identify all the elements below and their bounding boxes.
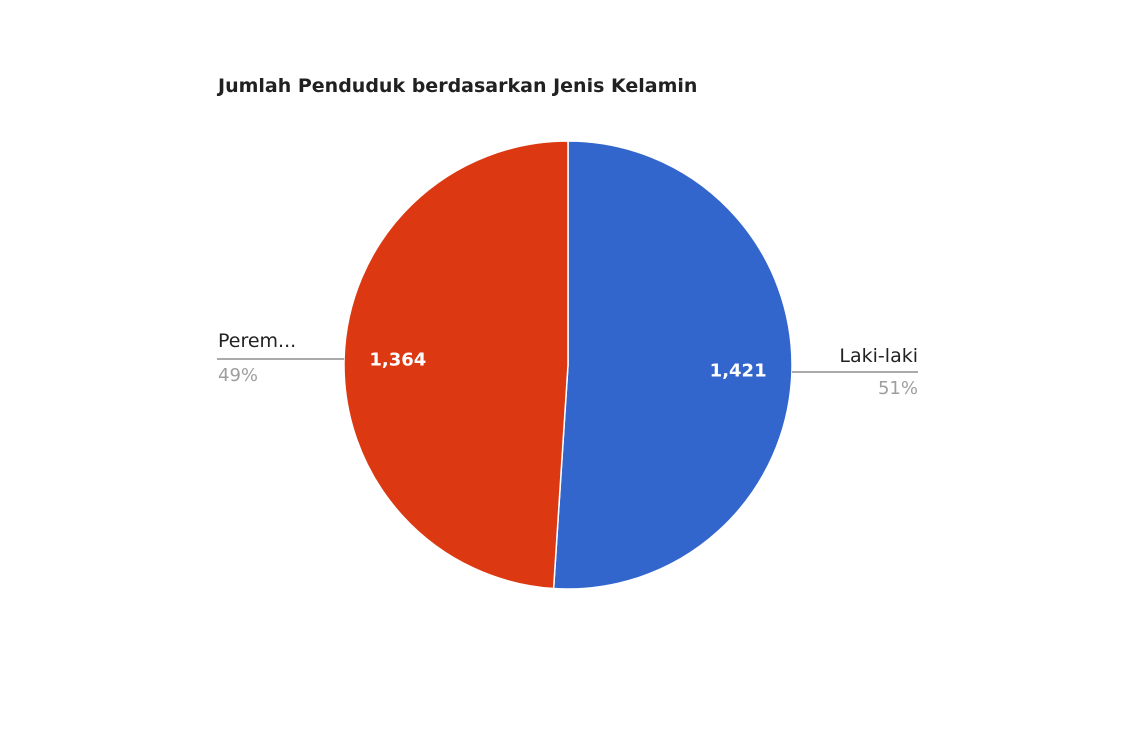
slice-value-label-perem: 1,364	[369, 350, 426, 371]
slice-name-label-perem: Perem...	[218, 330, 296, 352]
pie-slice-laki-laki	[552, 140, 793, 590]
slice-percent-label-laki-laki: 51%	[878, 378, 918, 399]
pie-slice-perem	[343, 140, 569, 590]
slice-name-label-laki-laki: Laki-laki	[839, 345, 918, 367]
pie-slices	[343, 140, 793, 590]
slice-value-label-laki-laki: 1,421	[710, 360, 767, 381]
pie-labels: 1,421 Laki-laki 51% 1,364 Perem... 49%	[217, 330, 918, 399]
slice-percent-label-perem: 49%	[218, 365, 258, 386]
chart-title: Jumlah Penduduk berdasarkan Jenis Kelami…	[218, 75, 698, 97]
